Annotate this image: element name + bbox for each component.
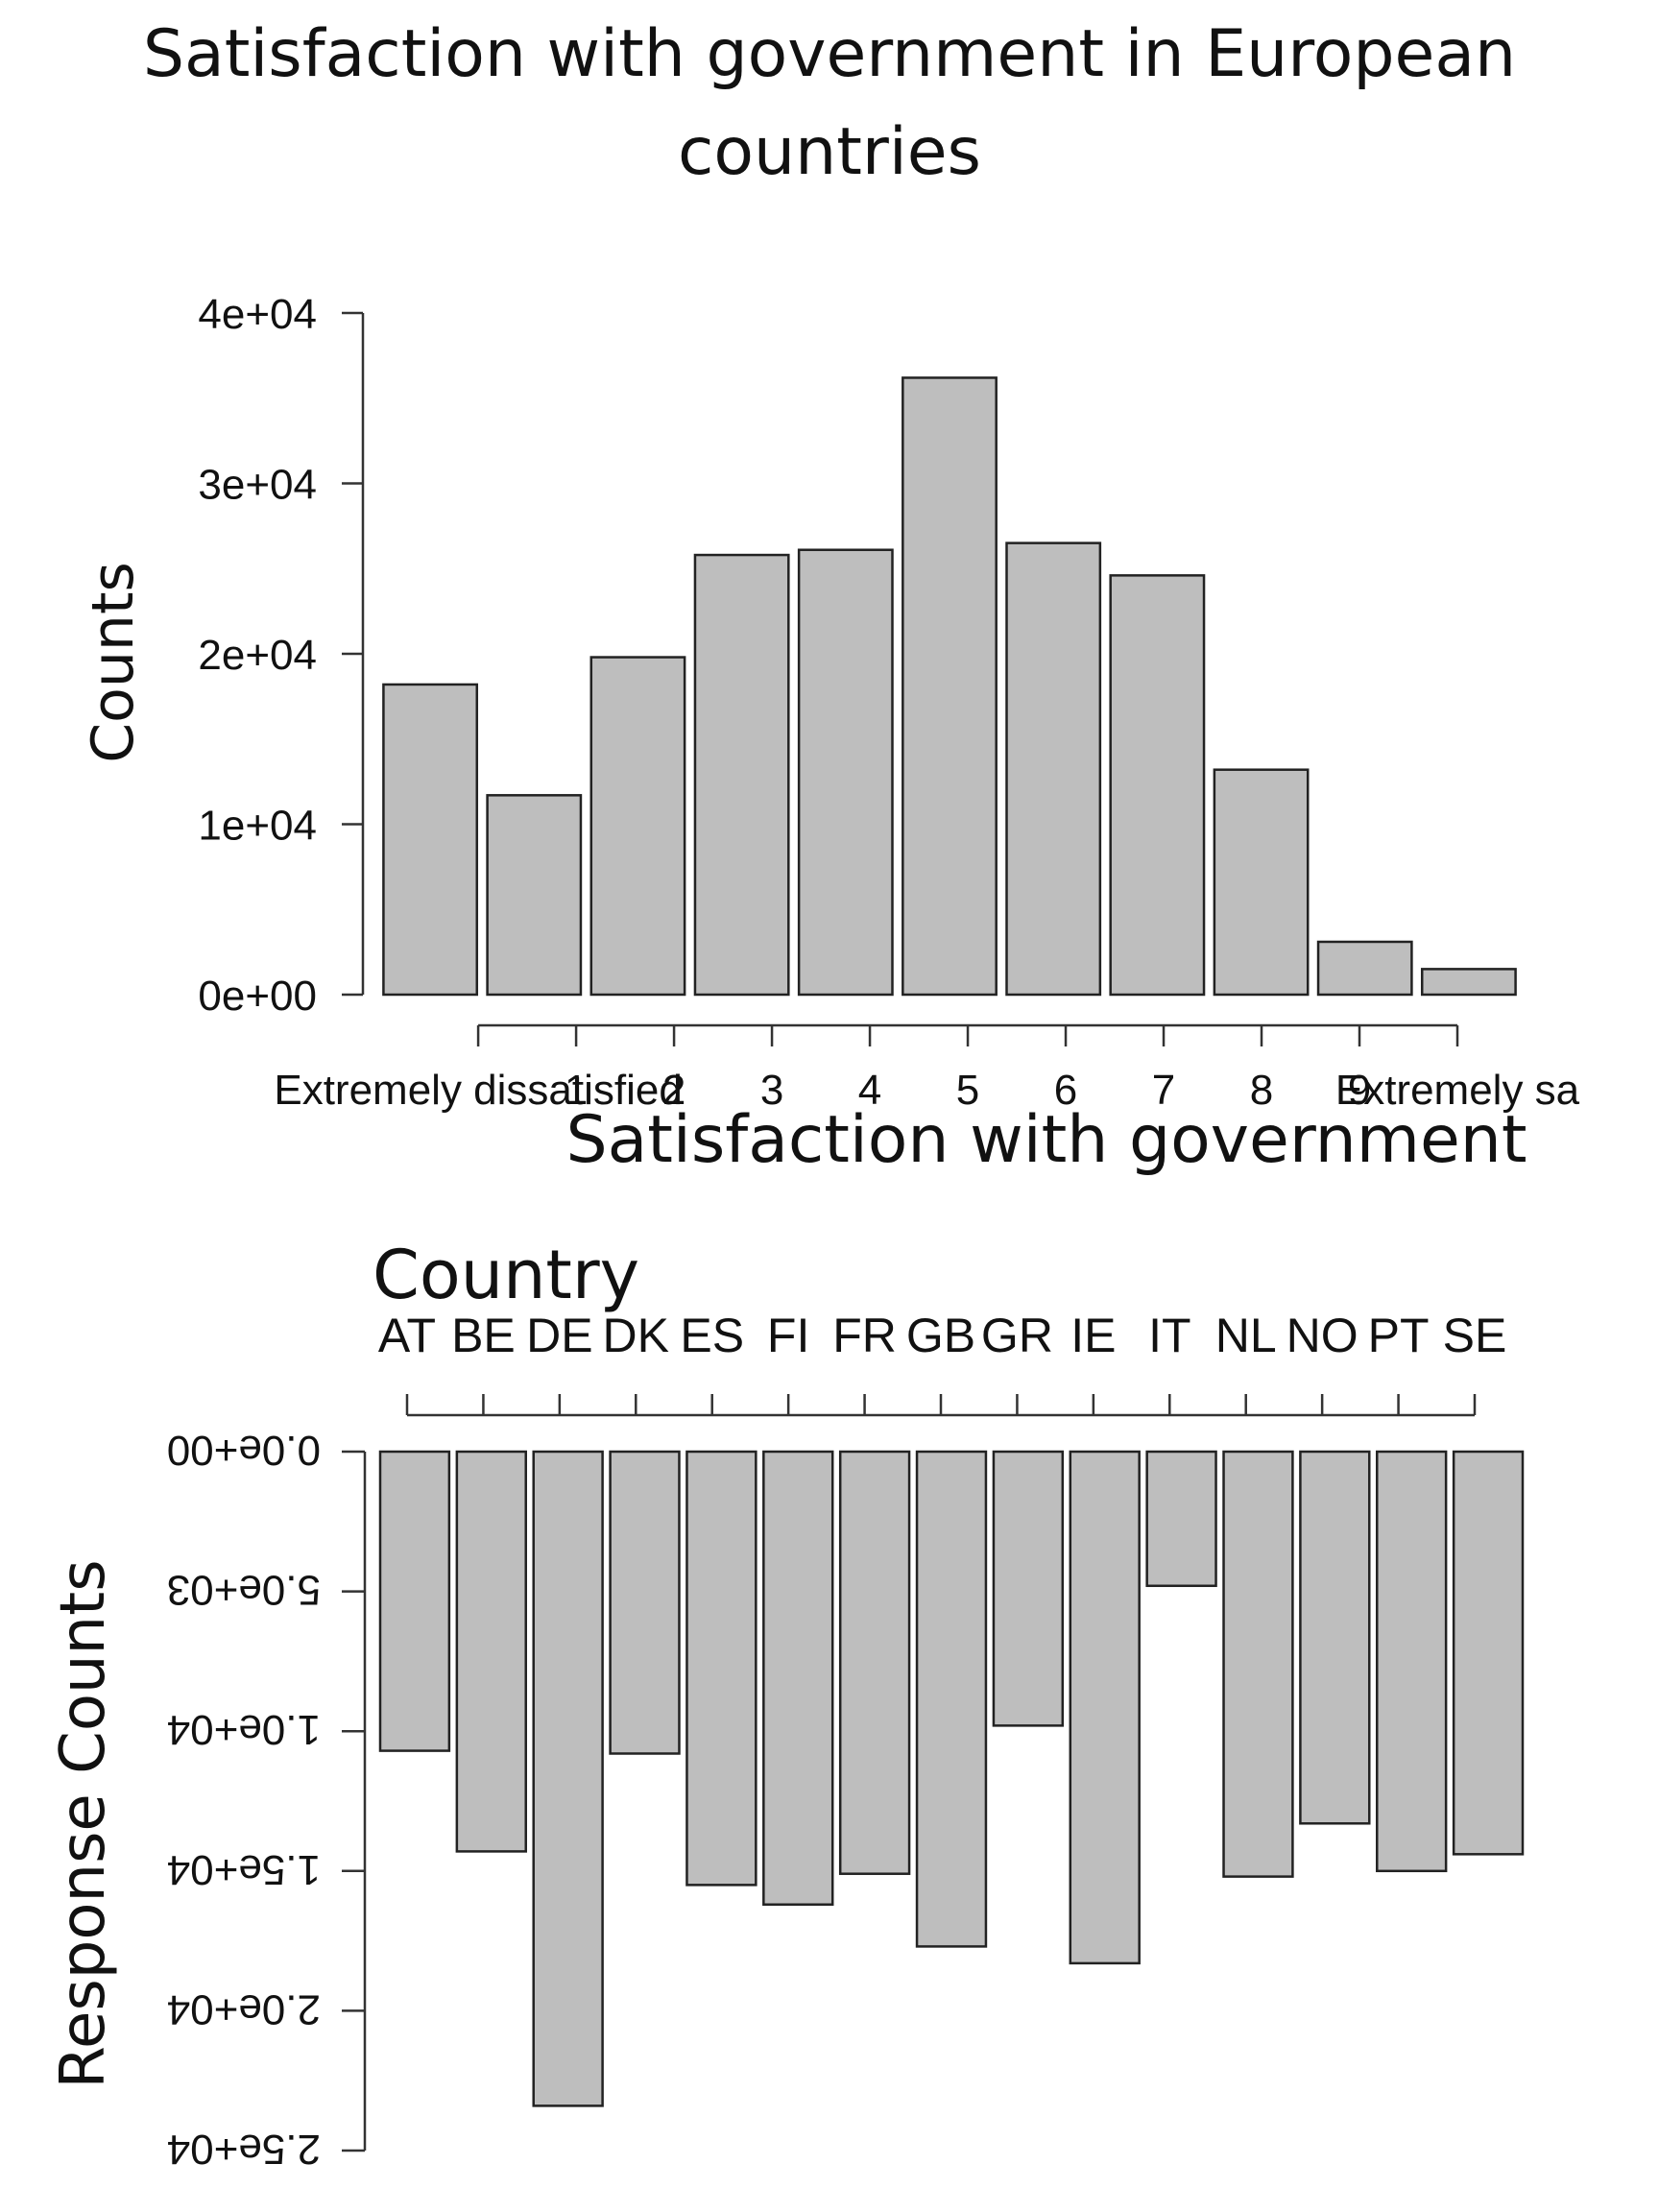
bar xyxy=(1316,940,1413,997)
bar xyxy=(838,1450,911,1875)
x-tick-label: 5 xyxy=(956,1067,979,1114)
x-tick-label: 1 xyxy=(565,1067,588,1114)
x-tick-label: FR xyxy=(832,1309,897,1362)
bar xyxy=(1069,1450,1141,1965)
x-tick-label: IE xyxy=(1070,1309,1116,1362)
y-tick-label: 0.0e+00 xyxy=(167,1427,321,1474)
x-tick-label: FI xyxy=(767,1309,809,1362)
y-axis-title: Counts xyxy=(80,562,147,762)
x-tick-label: 8 xyxy=(1250,1067,1273,1114)
bar xyxy=(902,376,998,997)
x-tick-label: DK xyxy=(603,1309,669,1362)
x-tick-label: NL xyxy=(1215,1309,1277,1362)
x-axis-title: Satisfaction with government xyxy=(565,1102,1527,1178)
y-axis-title: Response Counts xyxy=(48,1559,119,2088)
y-tick-label: 1.5e+04 xyxy=(167,1846,321,1893)
x-tick-label: 2 xyxy=(662,1067,685,1114)
y-tick-label: 2e+04 xyxy=(198,632,317,679)
bar xyxy=(382,683,479,997)
x-tick-label: 3 xyxy=(760,1067,783,1114)
x-tick-label: SE xyxy=(1443,1309,1507,1362)
bar xyxy=(609,1450,681,1755)
x-tick-label: Extremely sa xyxy=(1335,1067,1580,1114)
bar xyxy=(455,1450,527,1853)
x-tick-label: BE xyxy=(451,1309,516,1362)
top-axis-title: Country xyxy=(373,1236,639,1314)
x-tick-label: IT xyxy=(1148,1309,1190,1362)
y-tick-label: 3e+04 xyxy=(198,462,317,509)
page-title: Satisfaction with government in European… xyxy=(142,16,1517,190)
bar xyxy=(1420,968,1517,997)
x-tick-label: ES xyxy=(680,1309,744,1362)
y-tick-label: 5.0e+03 xyxy=(167,1567,321,1614)
bar xyxy=(378,1450,451,1752)
x-tick-label: 4 xyxy=(858,1067,881,1114)
y-tick-label: 2.0e+04 xyxy=(167,1985,321,2032)
bar xyxy=(915,1450,988,1948)
bar xyxy=(797,548,894,997)
x-tick-label: 6 xyxy=(1054,1067,1077,1114)
x-tick-label: GB xyxy=(906,1309,975,1362)
bar xyxy=(532,1450,604,2107)
satisfaction-histogram: 0e+00 1e+04 2e+04 3e+04 4e+04 Extremely diss… xyxy=(80,291,1580,1178)
x-tick-label: DE xyxy=(526,1309,592,1362)
bar xyxy=(1145,1450,1217,1588)
y-tick-label: 4e+04 xyxy=(198,291,317,338)
bar xyxy=(1005,541,1102,997)
x-tick-label: Extremely dissatisfied xyxy=(274,1067,682,1114)
bar xyxy=(1452,1450,1525,1856)
x-tick-label: GR xyxy=(981,1309,1053,1362)
bar xyxy=(589,656,686,997)
bar xyxy=(762,1450,834,1906)
y-tick-label: 1e+04 xyxy=(198,803,317,850)
bar xyxy=(685,1450,757,1887)
y-tick-label: 2.5e+04 xyxy=(167,2126,321,2173)
y-tick-label: 0e+00 xyxy=(198,973,317,1020)
bar xyxy=(1109,574,1206,997)
bar xyxy=(1222,1450,1294,1878)
x-tick-label: PT xyxy=(1368,1309,1430,1362)
bar xyxy=(992,1450,1065,1727)
bar xyxy=(693,553,790,997)
bar xyxy=(1376,1450,1448,1873)
bar xyxy=(486,794,583,997)
y-tick-label: 1.0e+04 xyxy=(167,1706,321,1753)
x-tick-label: NO xyxy=(1286,1309,1358,1362)
x-tick-label: AT xyxy=(378,1309,436,1362)
bar xyxy=(1213,768,1310,997)
x-tick-label: 7 xyxy=(1152,1067,1175,1114)
x-tick-label: 9 xyxy=(1348,1067,1371,1114)
bar xyxy=(1299,1450,1371,1825)
